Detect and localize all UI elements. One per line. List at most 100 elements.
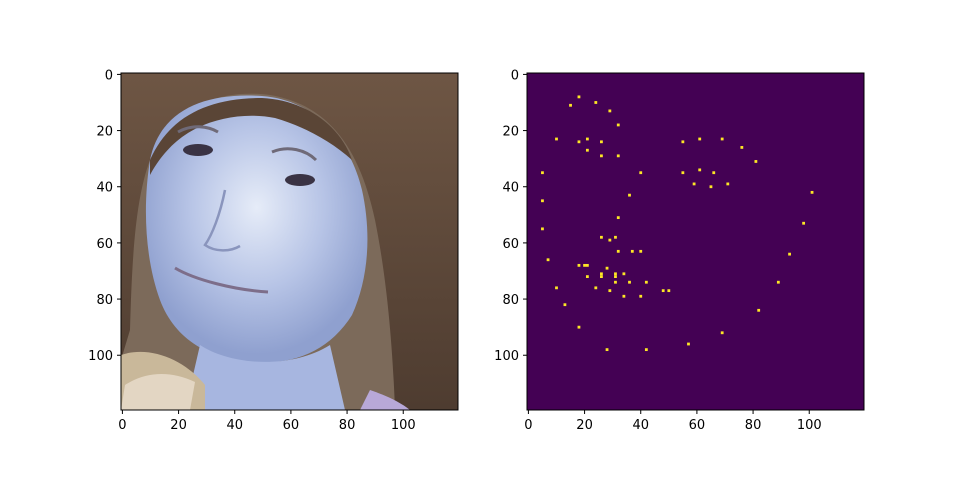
mask-point	[681, 140, 685, 144]
mask-point	[600, 275, 603, 279]
mask-point	[563, 303, 567, 307]
mask-y-tick-label: 20	[502, 125, 519, 140]
photo-y-tick-label: 60	[96, 237, 113, 252]
mask-point	[810, 190, 814, 194]
mask-x-tick-label: 60	[689, 418, 706, 433]
mask-point	[698, 137, 702, 141]
mask-point	[639, 294, 643, 298]
photo-y-tick-label: 100	[88, 349, 113, 364]
photo-axis-ticks: 0 20 40 60 80 100 0 20 40 60 80 100	[88, 68, 415, 433]
mask-point	[608, 109, 612, 113]
mask-point	[681, 171, 685, 175]
mask-point	[776, 280, 780, 284]
mask-y-tick-label: 40	[502, 181, 519, 196]
mask-point	[644, 348, 648, 352]
photo-x-tick-label: 100	[391, 418, 416, 433]
photo-x-tick-label: 80	[339, 418, 356, 433]
mask-point	[600, 140, 603, 144]
mask-point	[555, 286, 558, 290]
mask-point	[667, 289, 671, 293]
mask-point	[698, 168, 702, 172]
mask-point	[577, 140, 581, 144]
mask-point	[594, 101, 598, 104]
photo-y-tick-label: 40	[96, 181, 113, 196]
mask-point	[585, 137, 589, 141]
mask-y-tick-label: 60	[502, 237, 519, 252]
mask-point	[639, 171, 643, 175]
mask-x-tick-label: 100	[797, 418, 822, 433]
mask-frame	[526, 72, 865, 411]
mask-point	[614, 235, 617, 239]
mask-point	[687, 342, 690, 346]
photo-frame	[120, 72, 459, 411]
mask-axis-ticks: 0 20 40 60 80 100 0 20 40 60 80 100	[494, 68, 821, 433]
mask-point	[600, 272, 603, 276]
mask-point	[594, 286, 598, 290]
mask-point	[616, 154, 620, 158]
mask-x-tick-label: 0	[524, 418, 532, 433]
mask-point	[585, 148, 589, 152]
mask-point	[628, 280, 631, 284]
mask-point	[541, 199, 544, 203]
mask-point	[585, 263, 589, 267]
mask-point	[614, 275, 617, 279]
mask-point	[712, 171, 716, 175]
mask-point	[585, 275, 589, 279]
face-photo	[121, 73, 458, 410]
mask-point	[644, 280, 648, 284]
mask-point	[628, 193, 631, 197]
mask-panel: 0 20 40 60 80 100 0 20 40 60 80 100	[494, 68, 865, 433]
mask-point	[754, 160, 758, 163]
photo-y-tick-label: 20	[96, 125, 113, 140]
mask-point	[616, 123, 620, 127]
mask-point	[600, 154, 603, 158]
mask-point	[605, 348, 609, 352]
photo-x-tick-label: 20	[170, 418, 187, 433]
mask-point	[608, 238, 612, 242]
photo-x-tick-label: 0	[118, 418, 126, 433]
mask-point	[616, 216, 620, 220]
mask-point	[546, 258, 550, 262]
mask-y-tick-label: 0	[511, 68, 519, 83]
mask-point	[616, 249, 620, 253]
mask-point	[614, 272, 617, 276]
mask-point	[614, 280, 617, 284]
photo-panel: 0 20 40 60 80 100 0 20 40 60 80 100	[88, 68, 459, 433]
mask-point	[569, 103, 572, 107]
mask-point	[608, 289, 612, 293]
photo-x-tick-label: 60	[283, 418, 300, 433]
mask-point	[692, 182, 696, 186]
mask-x-tick-label: 80	[745, 418, 762, 433]
mask-point	[577, 263, 581, 267]
mask-point	[622, 294, 626, 298]
mask-background	[527, 73, 864, 410]
mask-point	[709, 185, 713, 189]
mask-point	[740, 146, 744, 149]
mask-point	[630, 249, 634, 253]
mask-point	[600, 235, 603, 239]
photo-y-tick-label: 0	[105, 68, 113, 83]
mask-point	[577, 325, 581, 329]
mask-point	[541, 227, 544, 231]
mask-point	[726, 182, 730, 186]
mask-point	[577, 95, 581, 99]
mask-point	[605, 266, 609, 270]
mask-points	[541, 95, 814, 352]
mask-point	[583, 263, 586, 267]
mask-point	[555, 137, 558, 141]
photo-x-tick-label: 40	[226, 418, 243, 433]
mask-point	[720, 137, 724, 141]
mask-x-tick-label: 40	[632, 418, 649, 433]
mask-y-tick-label: 100	[494, 349, 519, 364]
mask-y-tick-label: 80	[502, 293, 519, 308]
mask-point	[720, 331, 724, 335]
mask-x-tick-label: 20	[576, 418, 593, 433]
mask-point	[757, 308, 761, 312]
mask-point	[639, 249, 643, 253]
mask-point	[541, 171, 544, 175]
mask-point	[802, 221, 806, 225]
mask-point	[788, 252, 791, 256]
mask-point	[661, 289, 665, 293]
mask-point	[622, 272, 626, 276]
